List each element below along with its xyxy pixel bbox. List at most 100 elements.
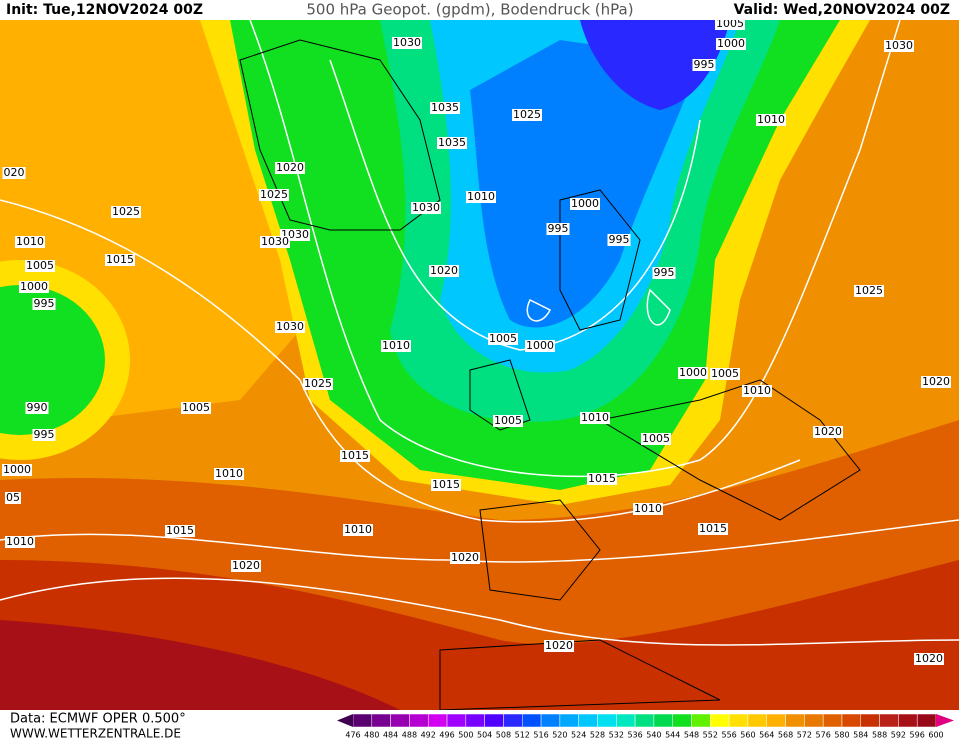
isobar-label: 1015 (699, 522, 727, 535)
isobar-label: 990 (27, 401, 48, 414)
isobar-label-box (5, 536, 35, 548)
colorbar-tick-label: 488 (402, 731, 417, 740)
colorbar-swatch (785, 713, 805, 728)
colorbar-tick-label: 572 (797, 731, 812, 740)
colorbar-tick-label: 480 (364, 731, 379, 740)
isobar-label-box (512, 109, 542, 121)
colorbar-swatch (691, 713, 711, 728)
colorbar-swatch (898, 713, 918, 728)
isobar-label: 1035 (431, 101, 459, 114)
isobar-label-box (392, 37, 422, 49)
isobar-label-box (430, 102, 460, 114)
colorbar-swatch (916, 713, 937, 728)
isobar-label-box (884, 40, 914, 52)
isobar-label: 1010 (467, 190, 495, 203)
colorbar-swatch (484, 713, 504, 728)
isobar-label: 1010 (743, 384, 771, 397)
isobar-label-box (411, 202, 441, 214)
isobar-label-box (2, 464, 32, 476)
isobar-label-box (19, 281, 49, 293)
colorbar: 476 480 484 488 492 496 500 504 508 512 516 520 524 5… (337, 713, 954, 740)
isobar-label-box (570, 198, 600, 210)
isobar-label: 1025 (513, 108, 541, 121)
isobar-label: 1000 (20, 280, 48, 293)
colorbar-tick-label: 532 (609, 731, 624, 740)
colorbar-swatch (409, 713, 429, 728)
isobar-label-box (710, 368, 740, 380)
colorbar-swatch (841, 713, 862, 728)
isobar-label-box (493, 415, 523, 427)
colorbar-swatch (747, 713, 767, 728)
isobar-label-box (921, 376, 951, 388)
isobar-label-box (181, 402, 211, 414)
colorbar-swatch (822, 713, 843, 728)
colorbar-tick-label: 584 (853, 731, 868, 740)
isobar-label-box (488, 333, 518, 345)
isobar-label: 020 (4, 166, 25, 179)
colorbar-swatch (616, 713, 636, 728)
isobar-label-box (715, 18, 745, 30)
isobar-label: 995 (609, 233, 630, 246)
colorbar-tick-label: 596 (910, 731, 925, 740)
isobar-label: 1010 (215, 467, 243, 480)
valid-time: Valid: Wed,20NOV2024 00Z (734, 2, 950, 18)
isobar-label-box (32, 298, 56, 310)
isobar-label: 1030 (276, 320, 304, 333)
isobar-label: 1020 (430, 264, 458, 277)
isobar-label-box (544, 640, 574, 652)
colorbar-tick-label: 520 (552, 731, 567, 740)
isobar-label-box (15, 236, 45, 248)
isobar-label: 1005 (642, 432, 670, 445)
isobar-label-box (340, 450, 370, 462)
isobar-label: 1010 (757, 113, 785, 126)
colorbar-tick-label: 568 (778, 731, 793, 740)
colorbar-tick-label: 536 (627, 731, 642, 740)
colorbar-swatch (465, 713, 485, 728)
colorbar-tick-label: 512 (515, 731, 530, 740)
isobar-label: 1015 (106, 253, 134, 266)
colorbar-under (337, 714, 353, 727)
colorbar-tick-label: 476 (345, 731, 360, 740)
colorbar-tick-label: 600 (928, 731, 943, 740)
colorbar-swatch (559, 713, 579, 728)
colorbar-swatch (766, 713, 786, 728)
isobar-label: 1020 (451, 551, 479, 564)
colorbar-swatch (540, 713, 561, 728)
colorbar-swatch (728, 713, 749, 728)
isobar-label-box (641, 433, 671, 445)
isobar-label-box (466, 191, 496, 203)
colorbar-swatch (427, 713, 448, 728)
isobar-label: 1030 (885, 39, 913, 52)
init-time: Init: Tue,12NOV2024 00Z (6, 2, 203, 18)
isobar-label-box (303, 378, 333, 390)
isobar-label-box (275, 162, 305, 174)
colorbar-tick-label: 580 (834, 731, 849, 740)
isobar-label: 1015 (341, 449, 369, 462)
header-bar (0, 0, 959, 20)
isobar-label: 1000 (717, 37, 745, 50)
isobar-label: 1005 (182, 401, 210, 414)
isobar-label: 1005 (716, 17, 744, 30)
isobar-label: 995 (34, 428, 55, 441)
isobar-label: 05 (6, 491, 20, 504)
isobar-label: 995 (548, 222, 569, 235)
isobar-label: 1010 (6, 535, 34, 548)
isobar-label: 1030 (412, 201, 440, 214)
isobar-label: 1010 (16, 235, 44, 248)
colorbar-tick-label: 484 (383, 731, 398, 740)
colorbar-tick-label: 508 (496, 731, 511, 740)
colorbar-tick-label: 540 (646, 731, 661, 740)
isobar-label: 1000 (3, 463, 31, 476)
geopotential-field (0, 20, 959, 710)
data-source: Data: ECMWF OPER 0.500° (10, 712, 186, 727)
colorbar-tick-label: 556 (721, 731, 736, 740)
colorbar-swatch (860, 713, 880, 728)
isobar-label: 995 (34, 297, 55, 310)
isobar-label: 995 (654, 266, 675, 279)
isobar-label: 1010 (634, 502, 662, 515)
colorbar-swatch (503, 713, 523, 728)
isobar-label: 1030 (393, 36, 421, 49)
isobar-label-box (381, 340, 411, 352)
isobar-label-box (5, 492, 21, 504)
